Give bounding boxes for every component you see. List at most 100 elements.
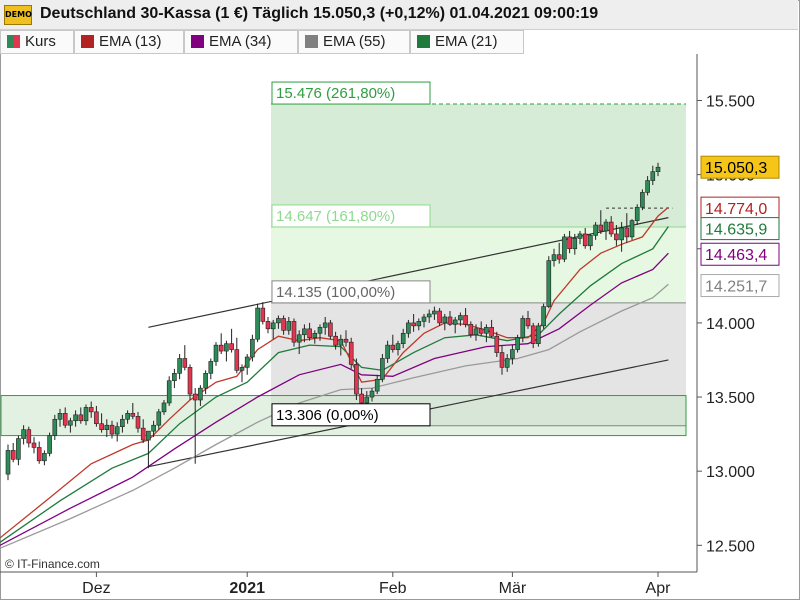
legend-label: EMA (13) — [99, 33, 162, 50]
candle-body — [598, 224, 604, 232]
candle-body — [634, 206, 640, 221]
candle-body — [556, 254, 562, 260]
candle-body — [73, 414, 78, 422]
price-tag-label: 14.635,9 — [705, 222, 767, 239]
candle-body — [146, 430, 151, 441]
candle-body — [125, 413, 130, 420]
candle-body — [88, 407, 94, 413]
candle-body — [10, 450, 16, 460]
candle-body — [192, 393, 198, 401]
price-tag-box — [700, 242, 780, 266]
y-tick-label: 15.500 — [706, 93, 755, 110]
candle-body — [468, 324, 474, 336]
candle-body — [208, 361, 214, 374]
candle-body — [593, 224, 598, 236]
candle-body — [265, 321, 271, 330]
candle-body — [582, 233, 588, 247]
candle-body — [551, 254, 557, 261]
fib-label: 13.306 (0,00%) — [276, 407, 379, 424]
candle-body — [395, 343, 401, 350]
candle-body — [47, 435, 52, 454]
y-tick-label: 14.000 — [706, 316, 755, 333]
legend-item-3[interactable]: EMA (55) — [298, 30, 410, 54]
candle-body — [99, 423, 104, 430]
candle-body — [562, 236, 567, 260]
candle-body — [624, 227, 630, 238]
candle-body — [21, 429, 26, 439]
candle-body — [416, 321, 422, 327]
legend-label: EMA (55) — [323, 33, 386, 50]
candle-body — [166, 380, 172, 404]
candle-body — [270, 322, 276, 330]
candle-body — [286, 321, 292, 331]
candle-body — [541, 306, 546, 327]
legend-swatch — [7, 35, 20, 48]
candle-body — [629, 220, 635, 238]
candle-body — [114, 426, 120, 435]
candle-body — [458, 315, 463, 321]
candle-body — [140, 427, 146, 441]
fib-label: 14.647 (161,80%) — [276, 208, 395, 225]
candle-body — [307, 328, 312, 339]
candle-body — [281, 318, 286, 331]
candle-body — [213, 344, 219, 362]
candle-body — [359, 393, 364, 404]
candle-body — [120, 418, 125, 427]
legend-item-2[interactable]: EMA (34) — [184, 30, 298, 54]
candle-body — [380, 358, 385, 380]
candle-body — [525, 318, 531, 327]
title-bar: DEMO Deutschland 30-Kassa (1 €) Täglich … — [0, 0, 798, 30]
candle-body — [244, 356, 250, 368]
candle-body — [187, 367, 193, 395]
x-tick-label: Dez — [82, 580, 110, 597]
candle-body — [442, 316, 448, 324]
candle-body — [224, 343, 229, 352]
candle-body — [536, 325, 541, 344]
candle-body — [68, 420, 73, 426]
candle-body — [296, 334, 302, 343]
candle-body — [317, 327, 323, 334]
candle-body — [640, 192, 645, 208]
candle-body — [343, 338, 349, 343]
legend-label: Kurs — [25, 33, 56, 50]
candle-body — [645, 180, 650, 193]
candle-body — [276, 318, 281, 324]
y-tick-label: 12.500 — [706, 538, 755, 555]
legend-item-1[interactable]: EMA (13) — [74, 30, 184, 54]
legend-swatch — [81, 35, 94, 48]
candle-body — [312, 332, 318, 339]
candle-body — [489, 327, 494, 337]
candle-body — [385, 344, 390, 359]
candle-body — [546, 260, 552, 307]
candle-body — [302, 328, 307, 336]
candle-body — [426, 313, 432, 318]
candle-body — [218, 344, 224, 352]
candle-body — [130, 413, 136, 417]
candle-body — [239, 367, 245, 371]
candle-body — [354, 364, 359, 395]
candle-body — [504, 358, 510, 368]
candle-body — [156, 411, 162, 426]
candle-body — [348, 341, 354, 365]
candle-body — [369, 390, 375, 398]
candle-body — [478, 328, 484, 334]
candle-body — [182, 358, 188, 368]
candle-body — [177, 358, 182, 374]
candle-body — [26, 429, 32, 444]
candle-body — [328, 322, 333, 337]
candle-body — [494, 335, 500, 353]
candle-body — [588, 235, 593, 247]
legend-label: EMA (21) — [435, 33, 498, 50]
demo-badge: DEMO — [4, 5, 32, 25]
candle-body — [603, 221, 609, 232]
legend-item-0[interactable]: Kurs — [0, 30, 74, 54]
chart-title: Deutschland 30-Kassa (1 €) Täglich 15.05… — [40, 5, 599, 22]
candle-body — [567, 236, 572, 250]
candle-body — [135, 416, 141, 429]
legend-item-4[interactable]: EMA (21) — [410, 30, 524, 54]
candle-body — [260, 307, 266, 322]
candle-body — [390, 344, 396, 350]
candle-body — [109, 424, 115, 435]
candle-body — [655, 166, 661, 172]
